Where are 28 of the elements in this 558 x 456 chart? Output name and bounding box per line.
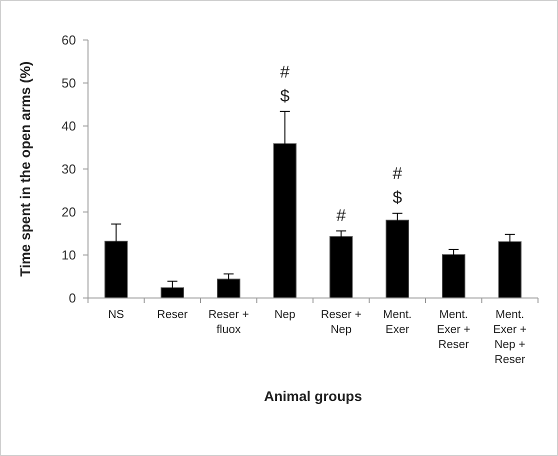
x-tick-label: Ment. Exer [382,309,412,336]
y-tick-label: 10 [62,248,76,263]
y-tick-label: 40 [62,118,76,134]
bar [104,240,128,298]
bar [160,287,184,298]
annotation: # [280,62,290,82]
y-axis-title: Time spent in the open arms (%) [17,61,33,277]
x-tick-label: Reser + fluox [208,309,250,336]
annotation: $ [392,188,403,208]
bar [498,241,522,298]
x-tick-label: Reser [157,309,188,321]
y-tick-label: 30 [62,162,76,177]
y-tick-label: 0 [68,290,76,306]
x-tick-label: Nep [274,309,296,321]
x-tick-label: Ment. Exer + Reser [436,309,471,351]
x-tick-label: Ment. Exer + Nep + Reser [493,309,527,366]
x-axis-title: Animal groups [264,388,362,404]
y-tick-label: 60 [62,32,76,48]
bar [442,254,466,298]
y-tick-label: 20 [62,204,76,220]
annotation: # [392,164,403,184]
bar [216,278,240,298]
x-tick-label: NS [108,309,124,321]
x-tick-label: Reser + Nep [320,309,362,336]
annotation: # [336,206,346,225]
y-tick-label: 50 [62,76,76,91]
bar [386,220,410,298]
annotation: $ [280,86,290,106]
